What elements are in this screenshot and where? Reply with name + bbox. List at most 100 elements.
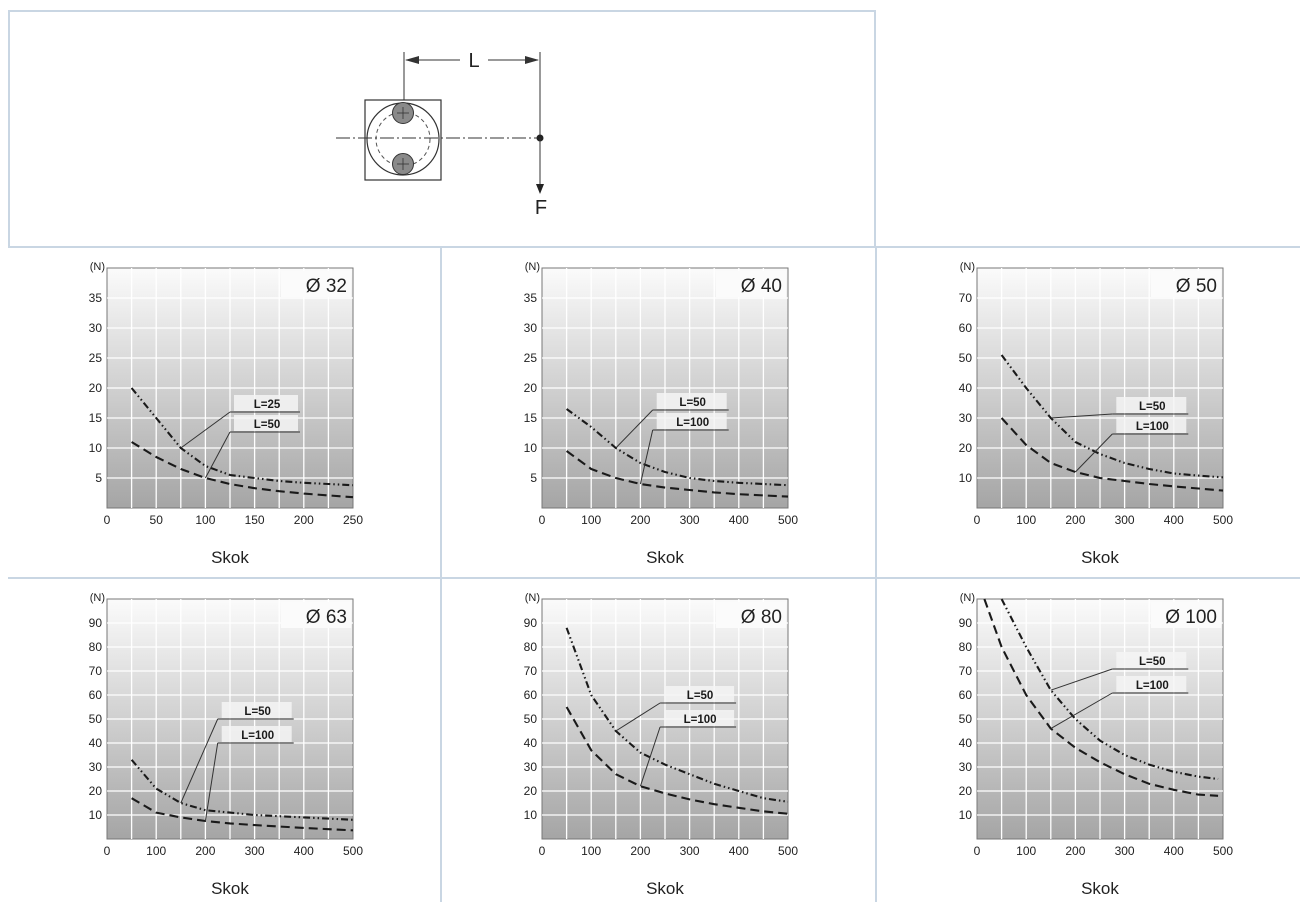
x-tick-label: 0	[104, 513, 111, 527]
x-tick-label: 400	[729, 513, 749, 527]
x-tick-label: 500	[1213, 513, 1233, 527]
y-tick-label: 10	[89, 441, 103, 455]
y-unit-label: (N)	[90, 261, 105, 273]
x-tick-label: 400	[294, 844, 314, 858]
title-background	[281, 602, 351, 628]
y-tick-label: 10	[959, 808, 973, 822]
y-tick-label: 50	[959, 712, 973, 726]
y-tick-label: 5	[530, 471, 537, 485]
y-tick-label: 5	[95, 471, 102, 485]
x-tick-label: 200	[294, 513, 314, 527]
y-tick-label: 40	[89, 736, 103, 750]
x-tick-label: 0	[104, 844, 111, 858]
x-tick-label: 300	[1115, 513, 1135, 527]
series-label-background	[221, 702, 292, 718]
x-tick-label: 500	[778, 513, 798, 527]
title-background	[1151, 602, 1221, 628]
y-tick-label: 15	[524, 411, 538, 425]
y-tick-label: 25	[89, 351, 103, 365]
y-unit-label: (N)	[960, 261, 975, 273]
x-tick-label: 500	[343, 844, 363, 858]
leader-line	[615, 702, 661, 732]
y-tick-label: 20	[89, 784, 103, 798]
x-tick-label: 0	[974, 513, 981, 527]
chart-svg: 0 100 200 300 400 500 10 20 30 40 50 60 70 80 90 (N) Ø 1…	[959, 592, 1234, 858]
leader-line	[180, 718, 219, 804]
x-tick-label: 400	[1164, 513, 1184, 527]
y-tick-label: 70	[959, 664, 973, 678]
leader-line	[204, 742, 219, 822]
frame-row1-top	[8, 246, 1300, 248]
y-tick-label: 40	[524, 736, 538, 750]
series-label: L=100	[1136, 421, 1169, 433]
series-line-l-50	[565, 408, 789, 487]
series-label-background	[656, 413, 727, 429]
series-line-l-100	[565, 450, 789, 498]
series-line-l-50	[130, 759, 354, 821]
series-label-background	[1116, 397, 1187, 413]
y-unit-label: (N)	[525, 592, 540, 604]
y-tick-label: 40	[959, 381, 973, 395]
y-tick-label: 80	[89, 640, 103, 654]
x-tick-label: 0	[539, 844, 546, 858]
series-label-background	[1116, 417, 1187, 433]
y-tick-label: 30	[524, 760, 538, 774]
series-label: L=50	[687, 690, 714, 702]
y-tick-label: 60	[524, 688, 538, 702]
chart-panel-d32: 0 50 100 150 200 250 5 10 15 20 25 30 35 (N) Ø 32 L=25 L…	[75, 256, 375, 572]
x-tick-label: 300	[680, 844, 700, 858]
y-tick-label: 20	[959, 784, 973, 798]
y-tick-label: 70	[524, 664, 538, 678]
y-tick-label: 50	[524, 712, 538, 726]
x-axis-title: Skok	[646, 879, 684, 898]
y-tick-label: 60	[959, 688, 973, 702]
chart-title: Ø 50	[1176, 276, 1217, 297]
x-axis-title: Skok	[1081, 548, 1119, 567]
series-label: L=50	[1139, 401, 1166, 413]
title-background	[1151, 271, 1221, 297]
x-axis-title: Skok	[211, 548, 249, 567]
series-line-l-50	[565, 627, 789, 803]
chart-title: Ø 40	[741, 276, 782, 297]
chart-svg: 0 100 200 300 400 500 10 20 30 40 50 60 70 80 90 (N) Ø 8…	[524, 592, 799, 858]
y-tick-label: 80	[959, 640, 973, 654]
chart-title: Ø 32	[306, 276, 347, 297]
leader-line	[639, 429, 654, 485]
chart-svg: 0 100 200 300 400 500 10 20 30 40 50 60 70 (N) Ø 50 L=5…	[959, 261, 1234, 527]
x-tick-label: 300	[1115, 844, 1135, 858]
series-label: L=100	[1136, 680, 1169, 692]
y-tick-label: 30	[89, 760, 103, 774]
y-tick-label: 20	[524, 784, 538, 798]
x-tick-label: 150	[245, 513, 265, 527]
x-tick-label: 100	[581, 844, 601, 858]
series-label: L=25	[254, 399, 281, 411]
x-tick-label: 200	[630, 844, 650, 858]
chart-panel-d100: 0 100 200 300 400 500 10 20 30 40 50 60 70 80 90 (N) Ø 1…	[945, 587, 1245, 902]
frame-col1-divider	[440, 248, 442, 902]
force-label: F	[535, 197, 547, 219]
leader-line	[1050, 692, 1113, 730]
y-tick-label: 20	[89, 381, 103, 395]
chart-panel-d63: 0 100 200 300 400 500 10 20 30 40 50 60 70 80 90 (N) Ø 6…	[75, 587, 375, 902]
y-tick-label: 80	[524, 640, 538, 654]
series-label: L=100	[684, 714, 717, 726]
x-tick-label: 250	[343, 513, 363, 527]
series-line-l-50	[1000, 354, 1224, 479]
chart-svg: 0 100 200 300 400 500 5 10 15 20 25 30 35 (N) Ø 40 L=50…	[524, 261, 799, 527]
series-line-l-50	[1000, 598, 1219, 781]
y-tick-label: 10	[959, 471, 973, 485]
y-tick-label: 20	[959, 441, 973, 455]
frame-diagram-right	[874, 10, 876, 248]
series-label-background	[656, 393, 727, 409]
y-tick-label: 35	[524, 291, 538, 305]
series-label-background	[1116, 676, 1187, 692]
chart-panel-d50: 0 100 200 300 400 500 10 20 30 40 50 60 70 (N) Ø 50 L=5…	[945, 256, 1245, 572]
chart-panel-d40: 0 100 200 300 400 500 5 10 15 20 25 30 35 (N) Ø 40 L=50…	[510, 256, 810, 572]
x-tick-label: 100	[146, 844, 166, 858]
y-tick-label: 30	[959, 411, 973, 425]
frame-row2-top	[8, 577, 1300, 579]
series-label: L=100	[241, 730, 274, 742]
series-label-background	[234, 395, 298, 411]
x-tick-label: 200	[1065, 513, 1085, 527]
chart-title: Ø 63	[306, 607, 347, 628]
